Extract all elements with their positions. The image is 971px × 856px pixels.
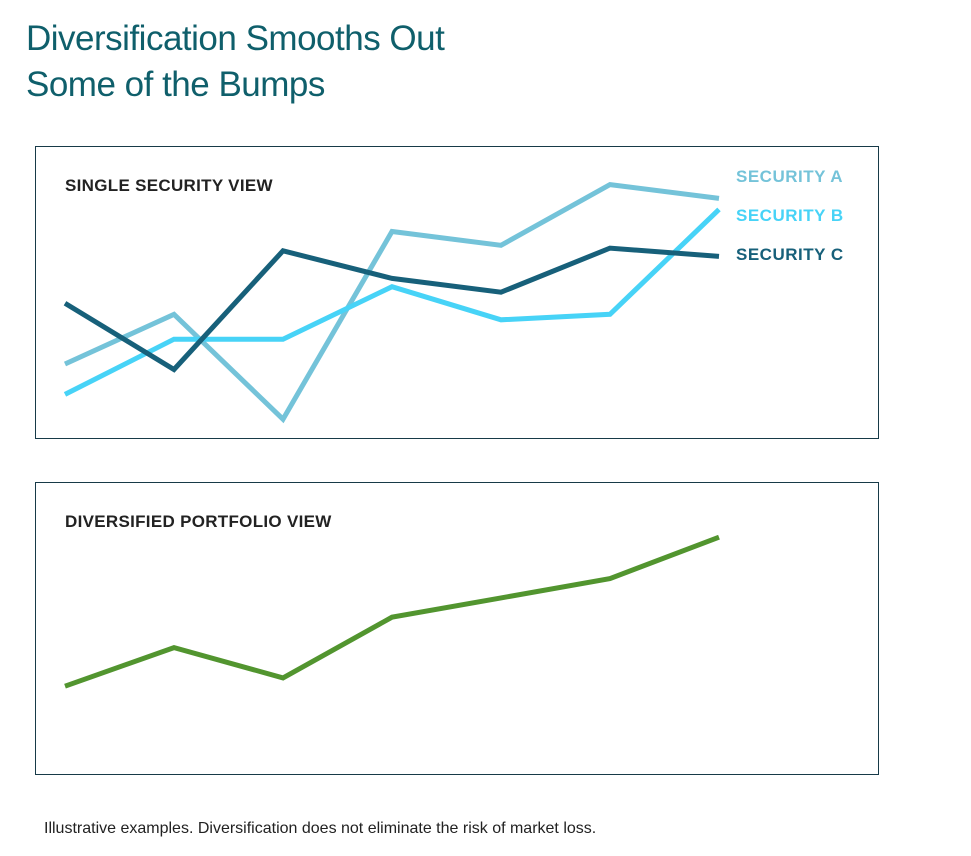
legend-security-b: SECURITY B [736,206,844,225]
footnote: Illustrative examples. Diversification d… [44,820,597,837]
title-line-1: Diversification Smooths Out [26,19,445,58]
portfolio-chart [64,534,720,689]
portfolio-chart-title: DIVERSIFIED PORTFOLIO VIEW [65,512,332,531]
page-title: Diversification Smooths Out Some of the … [26,16,445,108]
portfolio-chart-panel: DIVERSIFIED PORTFOLIO VIEW [35,482,879,775]
legend-security-a: SECURITY A [736,167,843,186]
title-line-2: Some of the Bumps [26,65,325,104]
security-a-line [63,182,720,424]
legend-security-c: SECURITY C [736,245,844,264]
security-b-line [63,207,721,397]
single-security-chart-title: SINGLE SECURITY VIEW [65,176,273,195]
single-security-chart: SECURITY A SECURITY B SECURITY C [63,167,844,424]
portfolio-line [64,534,720,689]
security-c-line [63,245,720,373]
single-security-chart-panel: SINGLE SECURITY VIEW SECURITY A SECURITY … [35,146,879,439]
